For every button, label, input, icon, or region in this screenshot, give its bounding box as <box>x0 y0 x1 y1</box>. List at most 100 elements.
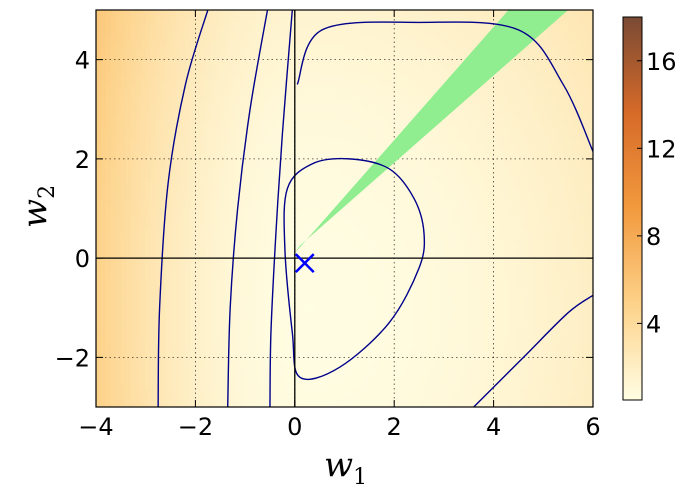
heatmap-cell <box>165 302 172 309</box>
heatmap-cell <box>155 163 162 170</box>
heatmap-cell <box>125 372 132 378</box>
heatmap-cell <box>190 119 196 125</box>
heatmap-cell <box>260 287 266 294</box>
heatmap-cell <box>185 74 192 81</box>
heatmap-cell <box>339 109 346 115</box>
heatmap-cell <box>245 233 251 239</box>
heatmap-cell <box>185 143 192 150</box>
heatmap-cell <box>120 397 127 403</box>
heatmap-cell <box>384 377 390 383</box>
heatmap-cell <box>130 183 137 190</box>
heatmap-cell <box>245 307 251 314</box>
heatmap-cell <box>105 297 112 304</box>
heatmap-cell <box>284 173 291 180</box>
heatmap-cell <box>274 24 281 31</box>
heatmap-cell <box>369 322 375 329</box>
heatmap-cell <box>210 213 216 220</box>
heatmap-cell <box>130 357 137 363</box>
heatmap-cell <box>379 109 385 115</box>
heatmap-cell <box>309 158 316 165</box>
heatmap-cell <box>130 367 137 373</box>
heatmap-cell <box>344 84 351 90</box>
heatmap-cell <box>115 143 122 150</box>
heatmap-cell <box>175 228 182 234</box>
heatmap-cell <box>264 109 271 115</box>
heatmap-cell <box>304 312 311 319</box>
heatmap-cell <box>324 168 331 175</box>
heatmap-cell <box>100 213 107 220</box>
heatmap-cell <box>185 268 192 274</box>
heatmap-cell <box>299 94 306 100</box>
heatmap-cell <box>235 377 241 383</box>
heatmap-cell <box>130 168 137 175</box>
heatmap-cell <box>240 392 246 398</box>
heatmap-cell <box>359 163 365 170</box>
heatmap-cell <box>220 332 226 339</box>
heatmap-cell <box>225 268 231 274</box>
heatmap-cell <box>230 277 236 284</box>
heatmap-cell <box>140 163 147 170</box>
heatmap-cell <box>359 193 365 200</box>
heatmap-cell <box>354 327 361 334</box>
heatmap-cell <box>140 10 147 16</box>
heatmap-cell <box>220 24 226 31</box>
heatmap-cell <box>264 99 271 105</box>
heatmap-cell <box>294 19 301 26</box>
heatmap-cell <box>369 114 375 120</box>
heatmap-cell <box>96 268 102 274</box>
heatmap-cell <box>235 59 241 66</box>
heatmap-cell <box>180 248 187 254</box>
heatmap-cell <box>120 258 127 264</box>
heatmap-cell <box>349 168 356 175</box>
heatmap-cell <box>245 248 251 254</box>
heatmap-cell <box>105 307 112 314</box>
heatmap-cell <box>369 129 375 135</box>
heatmap-cell <box>279 168 286 175</box>
heatmap-cell <box>150 84 157 90</box>
heatmap-cell <box>255 277 261 284</box>
heatmap-cell <box>269 243 276 249</box>
heatmap-cell <box>369 327 375 334</box>
heatmap-cell <box>404 382 410 388</box>
heatmap-cell <box>120 357 127 363</box>
heatmap-cell <box>319 158 326 165</box>
heatmap-cell <box>235 139 241 145</box>
heatmap-cell <box>110 347 117 354</box>
heatmap-cell <box>115 317 122 324</box>
heatmap-cell <box>354 268 361 274</box>
heatmap-cell <box>165 392 172 398</box>
heatmap-cell <box>289 44 296 51</box>
heatmap-cell <box>225 258 231 264</box>
heatmap-cell <box>215 382 221 388</box>
heatmap-cell <box>260 99 266 105</box>
heatmap-cell <box>379 287 385 294</box>
heatmap-cell <box>125 188 132 195</box>
heatmap-cell <box>135 163 142 170</box>
heatmap-cell <box>210 263 216 269</box>
heatmap-cell <box>235 119 241 125</box>
heatmap-cell <box>374 268 380 274</box>
heatmap-cell <box>185 382 192 388</box>
heatmap-cell <box>120 233 127 239</box>
heatmap-cell <box>235 248 241 254</box>
heatmap-cell <box>255 79 261 86</box>
heatmap-cell <box>314 173 321 180</box>
heatmap-cell <box>389 297 395 304</box>
heatmap-cell <box>260 14 266 21</box>
heatmap-cell <box>96 59 102 66</box>
heatmap-cell <box>309 238 316 244</box>
heatmap-cell <box>155 109 162 115</box>
heatmap-cell <box>264 297 271 304</box>
heatmap-cell <box>120 134 127 140</box>
heatmap-cell <box>379 347 385 354</box>
heatmap-cell <box>394 223 400 229</box>
heatmap-cell <box>250 322 256 329</box>
heatmap-cell <box>230 153 236 160</box>
heatmap-cell <box>145 183 152 190</box>
heatmap-cell <box>135 153 142 160</box>
heatmap-cell <box>349 158 356 165</box>
heatmap-cell <box>105 19 112 26</box>
heatmap-cell <box>140 24 147 31</box>
heatmap-cell <box>299 158 306 165</box>
heatmap-cell <box>115 322 122 329</box>
